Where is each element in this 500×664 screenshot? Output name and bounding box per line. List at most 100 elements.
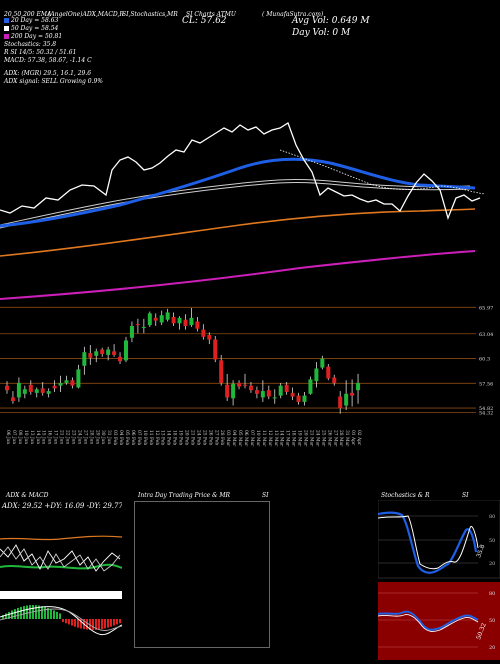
candle: [58, 375, 63, 392]
intraday-panel: [134, 501, 270, 648]
macd-histogram-bar: [92, 619, 94, 630]
date-axis-label: 28 Mar: [338, 430, 343, 447]
macd-histogram-bar: [116, 619, 118, 625]
price-axis-label: 57.56: [479, 381, 493, 387]
macd-histogram-bar: [68, 619, 70, 625]
price-axis-label: 54.32: [479, 411, 493, 417]
candle-body: [171, 316, 176, 324]
adx-macd-panel-title: ADX & MACD: [6, 492, 49, 499]
macd-histogram-bar: [44, 606, 46, 619]
candle-body: [356, 382, 361, 391]
adx-macd-svg: ADX: 29.52 +DY: 16.09 -DY: 29.77: [0, 499, 123, 660]
candle-body: [28, 384, 33, 392]
candle: [320, 355, 325, 370]
candle: [243, 373, 247, 389]
macd-histogram-bar: [104, 619, 106, 629]
rsi-area: [378, 582, 500, 660]
macd-histogram-bar: [5, 613, 7, 619]
date-axis-label: 22 Jan: [65, 430, 70, 444]
candle-body: [260, 391, 265, 398]
candle-body: [338, 396, 343, 409]
intraday-panel-si: SI: [262, 492, 269, 499]
stoch-rsi-panel: 80 50 20 35.8 80 50 20 50.32: [377, 499, 500, 660]
candle: [106, 346, 111, 361]
stoch-label-20: 20: [489, 561, 495, 567]
candle: [290, 387, 295, 401]
candle: [344, 380, 349, 411]
candle: [22, 385, 27, 399]
legend-ema200: 200 Day = 50.81: [4, 33, 103, 41]
candle-body: [70, 380, 75, 386]
candle-body: [124, 340, 128, 361]
candle-body: [40, 388, 45, 393]
rsi-blue-line: [377, 610, 479, 631]
date-axis-label: 05 Feb: [124, 430, 129, 445]
price-axis-label: 60.3: [479, 357, 490, 363]
macd-histogram-bar: [56, 611, 58, 619]
candle: [177, 316, 182, 330]
candle-body: [278, 385, 283, 396]
candle-body: [129, 326, 134, 338]
candle: [195, 316, 200, 332]
candle: [82, 346, 87, 375]
candle-body: [314, 368, 319, 382]
macd-histogram-bar: [8, 611, 10, 619]
macd-histogram-bar: [62, 619, 64, 622]
candle: [201, 324, 206, 340]
candle-body: [177, 317, 182, 324]
candle-body: [225, 384, 230, 398]
stoch-label-50: 50: [489, 538, 495, 544]
date-axis-label: 07 Mar: [249, 430, 254, 447]
candle-body: [320, 358, 325, 368]
legend-ema20-text: 20 Day = 58.63: [11, 17, 59, 24]
candle: [76, 364, 81, 389]
candle-body: [100, 349, 105, 355]
candle: [135, 318, 140, 334]
candle-body: [16, 382, 21, 398]
candle: [40, 382, 45, 396]
adx-macd-panel: ADX: 29.52 +DY: 16.09 -DY: 29.77: [0, 499, 123, 660]
macd-line: [0, 606, 123, 636]
macd-histogram-bar: [113, 619, 115, 626]
candle-body: [5, 385, 9, 391]
date-axis-label: 14 Mar: [279, 430, 284, 447]
stoch-area: [377, 499, 500, 579]
candle-body: [135, 324, 140, 326]
date-axis-label: 01 Apr: [350, 430, 355, 446]
date-axis-label: 13 Mar: [273, 430, 278, 447]
date-axis-labels: 06 Jan 07 Jan 08 Jan 10 Jan 13 Jan 14 Jan 15 J…: [5, 430, 361, 447]
macd-histogram-bar: [95, 619, 97, 630]
legend-macd: MACD: 57.38, 58.67, -1.14 C: [4, 57, 92, 64]
candle-body: [147, 313, 152, 326]
candle: [213, 335, 218, 363]
ema-lines: [0, 122, 486, 300]
date-axis-label: 25 Mar: [320, 430, 325, 447]
macd-histogram-bar: [86, 619, 88, 630]
candle: [278, 382, 283, 399]
rsi-label-50: 50: [489, 618, 495, 624]
date-axis-label: 12 Feb: [154, 430, 159, 445]
candle-body: [141, 326, 146, 328]
candle-body: [183, 319, 188, 327]
rsi-label-80: 80: [489, 591, 495, 597]
macd-histogram-bar: [107, 619, 109, 628]
date-axis-label: 31 Jan: [106, 430, 111, 444]
date-axis-label: 17 Mar: [285, 430, 290, 447]
candle: [46, 388, 51, 398]
candle: [10, 391, 15, 404]
macd-histogram-bar: [17, 607, 19, 619]
legend-stochastics: Stochastics: 35.8: [4, 41, 57, 48]
date-axis-label: 07 Feb: [136, 430, 141, 445]
candle: [141, 318, 146, 334]
date-axis-label: 11 Mar: [261, 430, 266, 447]
candle-body: [332, 377, 337, 383]
stoch-value-label: 35.8: [475, 544, 486, 559]
macd-histogram-bar: [26, 605, 28, 619]
candle: [118, 352, 123, 364]
adx-orange-line: [0, 535, 123, 541]
candle-body: [82, 352, 87, 366]
candle: [302, 391, 307, 406]
macd-signal-line: [0, 608, 123, 632]
close-price: CL: 57.62: [182, 16, 227, 26]
date-axis-label: 02 Apr: [356, 430, 361, 446]
